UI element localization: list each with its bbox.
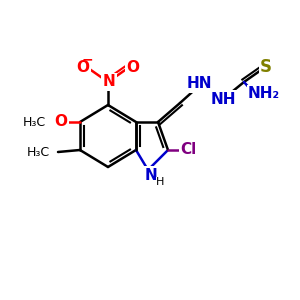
Text: O: O — [55, 115, 68, 130]
Text: NH₂: NH₂ — [248, 86, 280, 101]
Text: H: H — [156, 177, 164, 187]
Text: NH: NH — [210, 92, 236, 106]
Text: HN: HN — [186, 76, 212, 92]
Text: Cl: Cl — [180, 142, 196, 158]
Text: N: N — [145, 167, 158, 182]
Text: H₃C: H₃C — [22, 116, 46, 128]
Text: O: O — [127, 59, 140, 74]
Text: S: S — [260, 58, 272, 76]
Text: H₃C: H₃C — [26, 146, 50, 158]
Text: O: O — [76, 59, 89, 74]
Text: N: N — [103, 74, 116, 89]
Text: −: − — [81, 52, 93, 66]
